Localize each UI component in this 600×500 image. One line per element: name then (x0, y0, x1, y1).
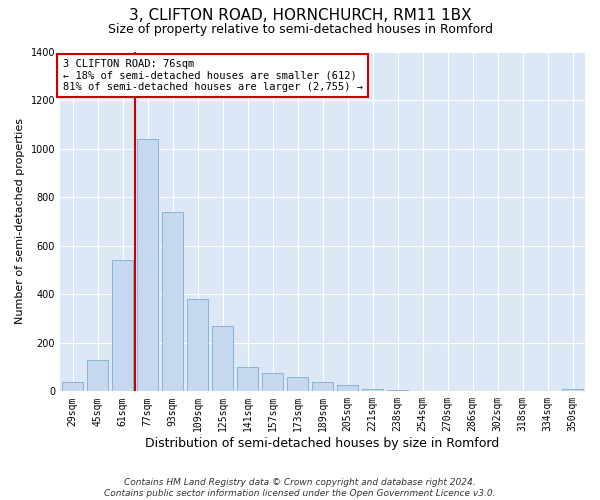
Text: Size of property relative to semi-detached houses in Romford: Size of property relative to semi-detach… (107, 22, 493, 36)
Bar (212, 326, 233, 392)
Bar (162, 212, 183, 392)
Text: Contains HM Land Registry data © Crown copyright and database right 2024.
Contai: Contains HM Land Registry data © Crown c… (104, 478, 496, 498)
Bar (137, 139, 158, 392)
X-axis label: Distribution of semi-detached houses by size in Romford: Distribution of semi-detached houses by … (145, 437, 500, 450)
Bar (337, 386, 358, 392)
Bar (312, 382, 333, 392)
Bar (262, 373, 283, 392)
Bar (237, 367, 258, 392)
Bar (287, 377, 308, 392)
Text: 3, CLIFTON ROAD, HORNCHURCH, RM11 1BX: 3, CLIFTON ROAD, HORNCHURCH, RM11 1BX (128, 8, 472, 22)
Bar (562, 390, 583, 392)
Bar (387, 390, 408, 392)
Bar (187, 299, 208, 392)
Bar (87, 360, 108, 392)
Bar (62, 382, 83, 392)
Y-axis label: Number of semi-detached properties: Number of semi-detached properties (15, 118, 25, 324)
Text: 3 CLIFTON ROAD: 76sqm
← 18% of semi-detached houses are smaller (612)
81% of sem: 3 CLIFTON ROAD: 76sqm ← 18% of semi-deta… (62, 59, 362, 92)
Bar (362, 389, 383, 392)
Bar (412, 390, 433, 392)
Bar (112, 260, 133, 392)
